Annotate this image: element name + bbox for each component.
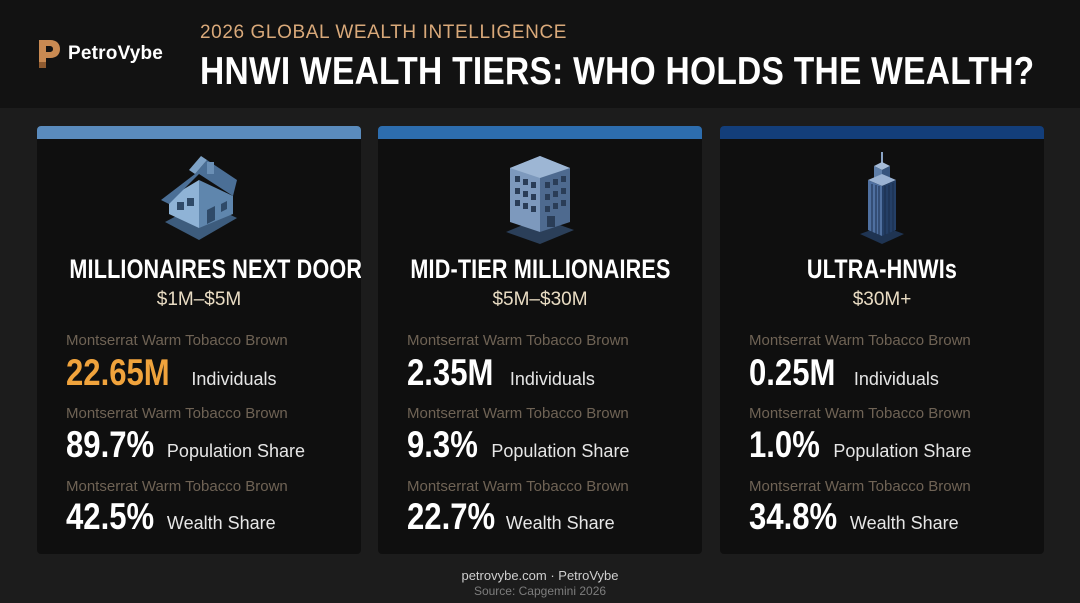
stat-value: 1.0% <box>749 424 820 465</box>
stat-value: 34.8% <box>749 496 838 537</box>
stat-individuals: 2.35M Individuals <box>407 352 595 394</box>
page-title: HNWI WEALTH TIERS: WHO HOLDS THE WEALTH? <box>200 50 1035 93</box>
tier-color-bar <box>720 126 1044 139</box>
tier-range: $30M+ <box>852 289 912 310</box>
stat-value: 0.25M <box>749 352 836 393</box>
stat-value: 89.7% <box>66 424 155 465</box>
petrovybe-logo-icon <box>39 40 60 68</box>
stat-caption: Montserrat Warm Tobacco Brown <box>407 478 629 495</box>
stat-label: Population Share <box>491 441 630 461</box>
stat-caption: Montserrat Warm Tobacco Brown <box>749 478 971 495</box>
tier-card-millionaires-next-door: MILLIONAIRES NEXT DOOR $1M–$5M Montserra… <box>37 126 361 554</box>
stat-wealth-share: 42.5% Wealth Share <box>66 496 276 538</box>
tier-title: MID-TIER MILLIONAIRES <box>410 254 671 284</box>
stat-caption: Montserrat Warm Tobacco Brown <box>407 332 629 349</box>
stat-caption: Montserrat Warm Tobacco Brown <box>66 478 288 495</box>
footer-site-link[interactable]: petrovybe.com · PetroVybe <box>461 568 619 583</box>
skyscraper-icon <box>860 152 904 244</box>
stat-value: 9.3% <box>407 424 478 465</box>
stat-individuals: 0.25M Individuals <box>749 352 939 394</box>
tier-color-bar <box>378 126 702 139</box>
brand-name: PetroVybe <box>68 43 164 64</box>
stat-label: Population Share <box>166 441 306 461</box>
stat-wealth-share: 22.7% Wealth Share <box>407 496 615 538</box>
stat-label: Population Share <box>833 441 972 461</box>
tier-card-mid-tier-millionaires: MID-TIER MILLIONAIRES $5M–$30M Montserra… <box>378 126 702 554</box>
stat-caption: Montserrat Warm Tobacco Brown <box>749 405 971 422</box>
tier-card-ultra-hnwis: ULTRA-HNWIs $30M+ Montserrat Warm Tobacc… <box>720 126 1044 554</box>
stat-value: 22.65M <box>66 352 170 393</box>
tier-color-bar <box>37 126 361 139</box>
stat-value: 2.35M <box>407 352 494 393</box>
stat-label: Wealth Share <box>505 513 615 533</box>
tier-range: $5M–$30M <box>492 289 588 310</box>
stat-caption: Montserrat Warm Tobacco Brown <box>749 332 971 349</box>
stat-individuals: 22.65M Individuals <box>66 352 276 394</box>
tier-range: $1M–$5M <box>156 289 242 310</box>
footer-source: Source: Capgemini 2026 <box>473 584 607 598</box>
house-icon <box>161 156 237 240</box>
stat-population-share: 9.3% Population Share <box>407 424 629 466</box>
tier-title: ULTRA-HNWIs <box>806 254 958 284</box>
brand-logo[interactable]: PetroVybe <box>36 38 163 70</box>
stat-label: Individuals <box>509 369 595 389</box>
stat-caption: Montserrat Warm Tobacco Brown <box>66 332 288 349</box>
tier-title: MILLIONAIRES NEXT DOOR <box>69 254 361 284</box>
office-building-icon <box>506 156 574 244</box>
stat-label: Individuals <box>853 369 939 389</box>
stat-wealth-share: 34.8% Wealth Share <box>749 496 959 538</box>
stat-population-share: 1.0% Population Share <box>749 424 971 466</box>
stat-caption: Montserrat Warm Tobacco Brown <box>66 405 288 422</box>
stat-value: 22.7% <box>407 496 496 537</box>
stat-value: 42.5% <box>66 496 155 537</box>
header: PetroVybe 2026 GLOBAL WEALTH INTELLIGENC… <box>0 0 1080 108</box>
stat-label: Individuals <box>191 369 277 389</box>
stat-caption: Montserrat Warm Tobacco Brown <box>407 405 629 422</box>
stat-population-share: 89.7% Population Share <box>66 424 305 466</box>
header-kicker: 2026 GLOBAL WEALTH INTELLIGENCE <box>200 22 568 43</box>
stat-label: Wealth Share <box>849 513 959 533</box>
stat-label: Wealth Share <box>166 513 276 533</box>
